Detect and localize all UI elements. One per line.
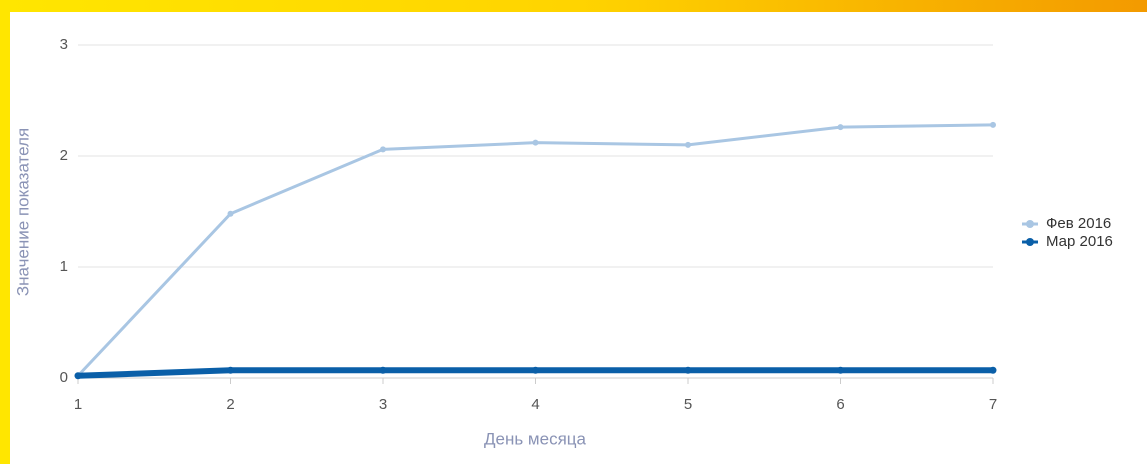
data-point — [989, 366, 997, 374]
x-tick-label: 5 — [684, 396, 692, 413]
x-tick-label: 6 — [836, 396, 844, 413]
legend-text: Мар 2016 — [1046, 233, 1113, 250]
data-point — [532, 366, 539, 374]
x-axis-title: День месяца — [484, 429, 587, 448]
data-point — [74, 372, 82, 380]
y-tick-label: 0 — [60, 369, 68, 386]
data-point — [990, 121, 996, 128]
y-tick-label: 2 — [60, 147, 68, 164]
data-point — [685, 141, 691, 148]
x-tick-label: 1 — [74, 396, 82, 413]
x-tick-label: 7 — [989, 396, 997, 413]
data-point — [379, 366, 387, 374]
legend-marker — [1026, 220, 1034, 228]
left-border — [0, 0, 10, 464]
y-tick-label: 1 — [60, 258, 68, 275]
x-tick-label: 2 — [226, 396, 234, 413]
x-tick-label: 4 — [531, 396, 539, 413]
series-line — [76, 123, 995, 378]
legend-marker — [1026, 238, 1034, 246]
y-axis-title: Значение показателя — [13, 128, 32, 296]
data-point — [227, 210, 234, 217]
y-tick-label: 3 — [60, 36, 68, 53]
data-point — [227, 366, 234, 374]
legend-text: Фев 2016 — [1046, 215, 1111, 232]
top-border — [0, 0, 1147, 12]
data-point — [532, 139, 539, 146]
data-point — [380, 146, 386, 153]
data-point — [837, 366, 844, 374]
x-tick-label: 3 — [379, 396, 387, 413]
data-point — [837, 124, 844, 131]
data-point — [684, 366, 692, 374]
